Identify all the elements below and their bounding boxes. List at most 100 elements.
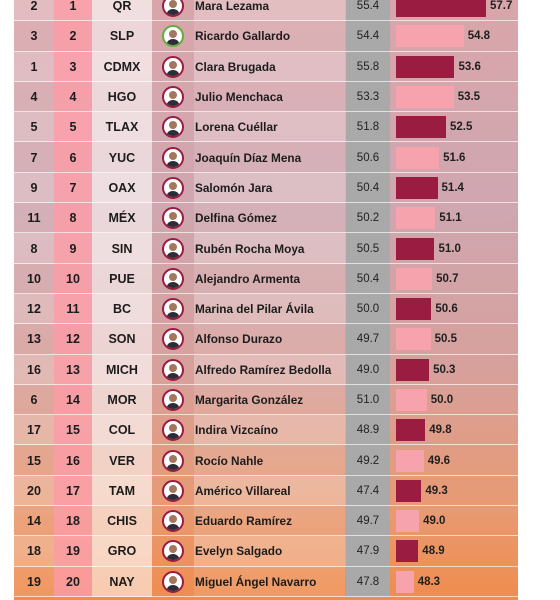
approval-bar <box>396 419 426 442</box>
photo-cell <box>152 476 194 506</box>
governor-name: Miguel Ángel Navarro <box>194 566 345 597</box>
table-row: 11 8 MÉX Delfina Gómez 50.2 51.1 <box>14 203 518 234</box>
approval-bar <box>396 449 424 472</box>
approval-value: 50.0 <box>430 394 454 406</box>
approval-bar-cell <box>390 385 518 415</box>
previous-score: 55.4 <box>346 0 390 22</box>
previous-score: 50.6 <box>346 142 390 173</box>
row-divider <box>14 50 518 52</box>
approval-value: 53.6 <box>458 60 481 73</box>
governor-name: Rubén Rocha Moya <box>194 233 345 264</box>
previous-rank: 5 <box>14 112 54 143</box>
previous-rank: 20 <box>14 475 54 507</box>
governor-name: Mara Lezama <box>194 0 345 22</box>
ranking-table: 2 1 QR Mara Lezama 55.4 57.7 3 2 SLP Ricardo Gall… <box>14 0 518 597</box>
current-rank: 19 <box>54 536 92 567</box>
table-row: 19 20 NAY Miguel Ángel Navarro 47.8 48.3 <box>14 566 518 597</box>
previous-rank: 8 <box>14 233 54 264</box>
previous-rank: 13 <box>14 324 54 355</box>
photo-cell <box>152 233 194 263</box>
previous-score: 50.2 <box>346 203 390 234</box>
current-rank: 15 <box>54 415 92 446</box>
approval-bar <box>396 0 486 18</box>
current-rank: 16 <box>54 445 92 476</box>
approval-bar-cell <box>390 506 518 536</box>
approval-bar-cell <box>390 112 518 142</box>
governor-name: Alejandro Armenta <box>194 263 345 294</box>
approval-bar <box>396 267 433 290</box>
table-row: 13 12 SON Alfonso Durazo 49.7 50.5 <box>14 324 518 355</box>
current-rank: 10 <box>54 263 92 294</box>
governor-name: Margarita González <box>194 384 345 416</box>
row-divider <box>14 505 518 507</box>
approval-bar <box>396 540 419 563</box>
state-code: MOR <box>92 384 152 416</box>
person-photo-icon <box>162 146 184 169</box>
person-photo-icon <box>162 358 184 381</box>
state-code: MÉX <box>92 203 152 234</box>
approval-value: 51.4 <box>441 181 464 194</box>
state-code: QR <box>92 0 152 22</box>
person-photo-icon <box>162 510 184 533</box>
state-code: TAM <box>92 475 152 507</box>
approval-bar <box>396 298 432 321</box>
current-rank: 4 <box>54 81 92 113</box>
approval-bar-cell <box>390 294 518 324</box>
approval-value: 51.0 <box>438 242 461 255</box>
table-row: 12 11 BC Marina del Pilar Ávila 50.0 50.6 <box>14 293 518 325</box>
row-divider <box>14 383 518 385</box>
row-band <box>194 415 346 446</box>
row-divider <box>14 262 518 264</box>
approval-value: 49.3 <box>425 484 448 497</box>
approval-bar-cell <box>390 233 518 263</box>
current-rank: 5 <box>54 112 92 143</box>
previous-score: 49.0 <box>346 354 390 385</box>
state-code: HGO <box>92 81 152 113</box>
row-divider <box>14 323 518 325</box>
approval-value: 50.3 <box>433 363 456 376</box>
row-divider <box>14 202 518 204</box>
state-code: VER <box>92 445 152 476</box>
current-rank: 11 <box>54 293 92 325</box>
person-photo-icon <box>162 419 184 442</box>
table-row: 9 7 OAX Salomón Jara 50.4 51.4 <box>14 172 518 204</box>
previous-rank: 11 <box>14 203 54 234</box>
row-band <box>194 536 346 567</box>
state-code: SIN <box>92 233 152 264</box>
approval-value: 48.3 <box>417 575 441 588</box>
row-band <box>194 51 346 82</box>
person-photo-icon <box>162 86 184 109</box>
photo-cell <box>152 506 194 536</box>
governor-name: Alfonso Durazo <box>194 324 345 355</box>
previous-score: 47.4 <box>346 475 390 507</box>
previous-score: 49.2 <box>346 445 390 476</box>
person-photo-icon <box>162 298 184 321</box>
previous-rank: 14 <box>14 506 54 537</box>
approval-bar <box>396 207 436 230</box>
photo-cell <box>152 355 194 385</box>
state-code: CDMX <box>92 51 152 82</box>
row-divider <box>14 141 518 143</box>
table-row: 16 13 MICH Alfredo Ramírez Bedolla 49.0 50.3 <box>14 354 518 385</box>
current-rank: 9 <box>54 233 92 264</box>
approval-bar-cell <box>390 203 518 233</box>
current-rank: 18 <box>54 506 92 537</box>
person-photo-icon <box>162 237 184 260</box>
current-rank: 12 <box>54 324 92 355</box>
approval-value: 51.1 <box>439 212 462 225</box>
person-photo-icon <box>162 267 184 290</box>
state-code: COL <box>92 415 152 446</box>
approval-bar-cell <box>390 82 518 112</box>
governor-name: Lorena Cuéllar <box>194 112 345 143</box>
previous-score: 49.7 <box>346 506 390 537</box>
approval-value: 48.9 <box>422 545 445 558</box>
previous-score: 50.5 <box>346 233 390 264</box>
photo-cell <box>152 324 194 354</box>
current-rank: 8 <box>54 203 92 234</box>
state-code: SON <box>92 324 152 355</box>
table-row: 15 16 VER Rocío Nahle 49.2 49.6 <box>14 445 518 476</box>
current-rank: 17 <box>54 475 92 507</box>
approval-bar <box>396 328 431 351</box>
state-code: PUE <box>92 263 152 294</box>
approval-bar-cell <box>390 445 518 475</box>
